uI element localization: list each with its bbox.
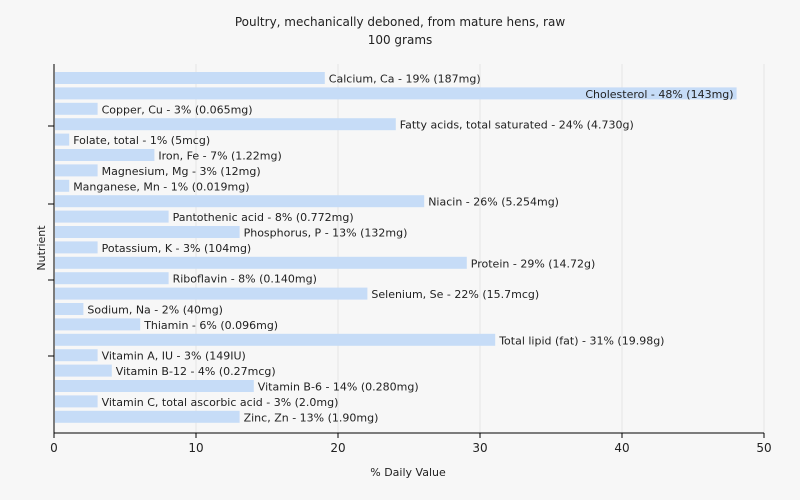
bar-label-17: Total lipid (fat) - 31% (19.98g) (498, 334, 664, 347)
bar-6 (55, 164, 98, 177)
bar-18 (55, 349, 98, 362)
bar-label-19: Vitamin B-12 - 4% (0.27mcg) (116, 365, 276, 378)
x-tick-label-2: 20 (330, 441, 345, 455)
bar-label-10: Phosphorus, P - 13% (132mg) (244, 227, 408, 240)
bar-label-14: Selenium, Se - 22% (15.7mcg) (371, 288, 539, 301)
chart-title: Poultry, mechanically deboned, from matu… (235, 15, 565, 29)
bar-11 (55, 241, 98, 254)
bar-17 (55, 333, 496, 346)
bar-5 (55, 149, 155, 161)
x-tick-label-1: 10 (188, 441, 203, 455)
bar-label-8: Niacin - 26% (5.254mg) (428, 196, 559, 209)
bar-label-1: Cholesterol - 48% (143mg) (585, 88, 733, 101)
bar-2 (55, 102, 98, 115)
bar-label-2: Copper, Cu - 3% (0.065mg) (102, 103, 253, 116)
bar-label-22: Zinc, Zn - 13% (1.90mg) (244, 411, 379, 424)
bar-label-20: Vitamin B-6 - 14% (0.280mg) (258, 381, 419, 394)
bar-10 (55, 226, 240, 238)
bar-7 (55, 179, 70, 192)
x-tick-label-3: 30 (472, 441, 487, 455)
bar-label-15: Sodium, Na - 2% (40mg) (87, 304, 223, 317)
bar-3 (55, 118, 396, 131)
bar-9 (55, 210, 169, 223)
bar-1 (55, 87, 737, 100)
bar-22 (55, 410, 240, 423)
bar-label-5: Iron, Fe - 7% (1.22mg) (158, 150, 281, 163)
y-axis-label: Nutrient (35, 225, 48, 271)
bar-15 (55, 303, 84, 315)
bar-16 (55, 318, 141, 331)
bar-label-12: Protein - 29% (14.72g) (471, 257, 596, 270)
bar-14 (55, 287, 368, 300)
bar-label-7: Manganese, Mn - 1% (0.019mg) (73, 180, 249, 193)
chart-subtitle: 100 grams (368, 33, 433, 47)
x-tick-label-5: 50 (756, 441, 771, 455)
bar-12 (55, 256, 467, 269)
bar-21 (55, 395, 98, 408)
bar-label-4: Folate, total - 1% (5mcg) (73, 134, 210, 147)
axes: 0 10 20 30 40 50 (48, 64, 772, 455)
x-axis-label: % Daily Value (370, 466, 446, 479)
bar-19 (55, 364, 112, 377)
bar-label-21: Vitamin C, total ascorbic acid - 3% (2.0… (102, 396, 339, 409)
bar-0 (55, 72, 325, 84)
bar-label-13: Riboflavin - 8% (0.140mg) (173, 273, 317, 286)
bar-label-6: Magnesium, Mg - 3% (12mg) (102, 165, 261, 178)
bar-20 (55, 380, 254, 392)
bar-label-3: Fatty acids, total saturated - 24% (4.73… (400, 119, 634, 132)
bar-13 (55, 272, 169, 285)
x-tick-label-0: 0 (50, 441, 58, 455)
bar-label-18: Vitamin A, IU - 3% (149IU) (102, 350, 246, 363)
bar-label-0: Calcium, Ca - 19% (187mg) (329, 73, 481, 86)
bar-4 (55, 133, 70, 146)
bar-label-11: Potassium, K - 3% (104mg) (102, 242, 252, 255)
bar-8 (55, 195, 425, 208)
bars: Calcium, Ca - 19% (187mg) Cholesterol - 4… (55, 72, 737, 424)
x-tick-label-4: 40 (614, 441, 629, 455)
bar-label-9: Pantothenic acid - 8% (0.772mg) (173, 211, 354, 224)
bar-label-16: Thiamin - 6% (0.096mg) (143, 319, 278, 332)
